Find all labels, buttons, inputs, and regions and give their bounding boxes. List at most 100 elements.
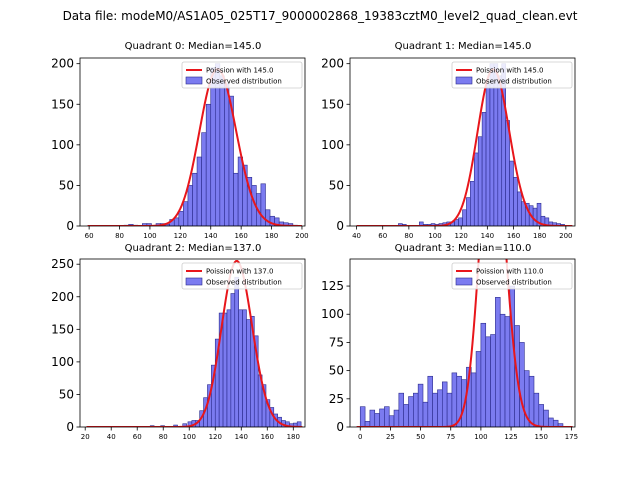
x-tick-label: 200 [559, 232, 572, 240]
histogram-bar [513, 177, 518, 226]
histogram-bar [509, 160, 514, 226]
x-tick-label: 180 [533, 232, 546, 240]
histogram-bar [441, 381, 448, 427]
histogram-bar [490, 334, 496, 427]
bars-group [398, 63, 565, 226]
histogram-bar [517, 191, 522, 226]
x-tick-label: 60 [378, 232, 387, 240]
histogram-bar [359, 406, 366, 427]
histogram-bar [552, 419, 559, 427]
poisson-fit-line [86, 260, 303, 427]
x-tick-label: 100 [428, 232, 441, 240]
histogram-bar [533, 392, 540, 427]
x-tick-label: 80 [404, 232, 413, 240]
y-tick-label: 250 [51, 257, 74, 271]
legend-bar-label: Observed distribution [476, 78, 552, 86]
y-tick-label: 100 [321, 138, 344, 152]
histogram-bar [393, 409, 400, 427]
y-tick-label: 200 [51, 57, 74, 71]
x-tick-label: 100 [474, 433, 487, 441]
histogram-bar [417, 383, 424, 427]
histogram-bar [192, 172, 198, 226]
histogram-bar [242, 309, 247, 427]
histogram-bar [481, 112, 487, 226]
x-tick-label: 160 [261, 433, 274, 441]
histogram-bar [201, 132, 207, 226]
y-tick-label: 0 [336, 219, 344, 233]
histogram-bar [485, 83, 491, 226]
histogram-bar [187, 185, 193, 226]
histogram-bar [246, 319, 251, 427]
histogram-bar [538, 404, 544, 427]
histogram-bar [521, 201, 526, 226]
histogram-bar [379, 408, 385, 427]
subplot-title: Quadrant 2: Median=137.0 [125, 243, 262, 254]
legend-bar-swatch [185, 277, 203, 286]
y-tick-label: 150 [51, 322, 74, 336]
legend: Poission with 137.0 Observed distribution [181, 262, 303, 290]
subplot-title: Quadrant 1: Median=145.0 [395, 41, 532, 52]
histogram-bar [403, 404, 409, 427]
legend-line-label: Poission with 145.0 [476, 67, 544, 75]
y-tick-label: 100 [321, 307, 344, 321]
histogram-bar [230, 293, 236, 427]
histogram-bar [222, 312, 228, 427]
subplot-quadrant-1: Quadrant 1: Median=145.0 40 60 80 100 120 140… [321, 41, 576, 240]
bars-group [123, 63, 298, 226]
legend-line-label: Poission with 110.0 [476, 268, 544, 276]
histogram-bar [427, 375, 433, 427]
y-tick-label: 150 [51, 97, 74, 111]
y-tick-label: 50 [329, 178, 344, 192]
histogram-bar [233, 172, 239, 226]
y-tick-label: 200 [321, 57, 344, 71]
x-tick-label: 60 [85, 232, 94, 240]
histogram-bar [451, 372, 458, 427]
legend-box [451, 61, 573, 89]
histogram-bar [475, 351, 482, 427]
x-tick-label: 140 [481, 232, 494, 240]
y-tick-label: 25 [329, 392, 344, 406]
subplot-title: Quadrant 0: Median=145.0 [125, 41, 262, 52]
histogram-bar [287, 223, 294, 226]
histogram-bar [265, 209, 271, 226]
histogram-bar [462, 209, 467, 226]
histogram-bar [238, 309, 243, 427]
x-tick-label: 0 [358, 433, 362, 441]
legend-bar-label: Observed distribution [206, 78, 282, 86]
plot-area: 40 60 80 100 120 140 160 180 200 0 50 100 150 200 Pois… [321, 57, 576, 240]
legend: Poission with 145.0 Observed distribution [181, 61, 303, 89]
legend-box [181, 262, 303, 290]
x-tick-label: 100 [143, 232, 156, 240]
histogram-bar [504, 316, 511, 427]
histogram-bar [374, 413, 380, 427]
x-tick-label: 25 [386, 433, 395, 441]
x-tick-label: 120 [174, 232, 187, 240]
histogram-bar [543, 409, 549, 427]
plot-area: 0 25 50 75 100 125 150 175 0 25 50 75 100 125 Poission… [321, 258, 578, 441]
subplot-quadrant-3: Quadrant 3: Median=110.0 0 25 50 75 100 125 15… [321, 243, 578, 441]
histogram-bar [178, 211, 184, 226]
histogram-bar [519, 342, 525, 427]
histogram-bar [228, 95, 234, 226]
poisson-fit-line [356, 68, 573, 226]
legend-bar-label: Observed distribution [476, 279, 552, 287]
histogram-bar [296, 421, 302, 427]
histogram-bar [413, 392, 419, 427]
y-tick-label: 0 [66, 420, 74, 434]
x-tick-label: 150 [535, 433, 548, 441]
histogram-bar [458, 217, 463, 226]
y-tick-label: 0 [66, 219, 74, 233]
histogram-bar [183, 201, 189, 226]
histogram-bar [470, 181, 475, 226]
x-tick-label: 160 [507, 232, 520, 240]
x-tick-label: 60 [133, 433, 142, 441]
histogram-bar [210, 67, 216, 226]
bars-group [359, 285, 564, 427]
histogram-bar [437, 389, 443, 427]
plot-area: 60 80 100 120 140 160 180 200 0 50 100 150 200 Poissi… [51, 57, 309, 240]
x-tick-label: 75 [446, 433, 455, 441]
histogram-bar [196, 156, 202, 226]
x-tick-label: 100 [183, 433, 196, 441]
x-tick-label: 120 [209, 433, 222, 441]
histogram-bar [398, 392, 404, 427]
